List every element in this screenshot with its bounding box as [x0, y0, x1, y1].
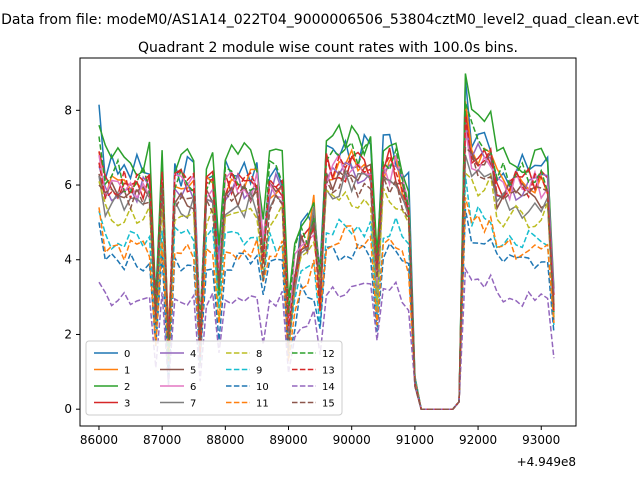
legend-box — [85, 340, 343, 416]
legend-label-7: 7 — [190, 399, 196, 410]
series-line-9 — [98, 175, 555, 410]
legend-label-12: 12 — [322, 349, 335, 360]
chart-title: Quadrant 2 module wise count rates with … — [138, 40, 518, 56]
x-tick-label: 88000 — [206, 433, 244, 447]
y-tick-label: 0 — [64, 402, 72, 416]
y-tick-label: 2 — [64, 327, 72, 341]
legend-label-13: 13 — [322, 366, 335, 377]
x-tick-label: 92000 — [459, 433, 497, 447]
y-tick-label: 6 — [64, 178, 72, 192]
series-layer — [98, 73, 555, 410]
legend-label-9: 9 — [256, 366, 262, 377]
legend-label-1: 1 — [124, 366, 130, 377]
axes-frame — [79, 57, 577, 427]
legend-label-15: 15 — [322, 399, 335, 410]
series-line-3 — [98, 110, 555, 410]
legend-label-14: 14 — [322, 382, 335, 393]
legend-label-3: 3 — [124, 399, 130, 410]
x-tick-label: 86000 — [80, 433, 118, 447]
series-line-14 — [98, 266, 555, 410]
x-offset-label: +4.949e8 — [517, 455, 576, 469]
x-tick-label: 87000 — [143, 433, 181, 447]
series-line-6 — [98, 129, 555, 410]
series-line-13 — [98, 119, 555, 410]
series-line-15 — [98, 145, 555, 410]
legend-label-6: 6 — [190, 382, 196, 393]
x-tick-label: 90000 — [333, 433, 371, 447]
x-tick-label: 89000 — [269, 433, 307, 447]
y-tick-label: 8 — [64, 103, 72, 117]
legend-label-8: 8 — [256, 349, 262, 360]
legend-label-4: 4 — [190, 349, 196, 360]
legend-label-5: 5 — [190, 366, 196, 377]
axes: 86000 87000 88000 89000 90000 91000 92000 93000… — [64, 57, 577, 447]
x-tick-label: 93000 — [522, 433, 560, 447]
legend-label-0: 0 — [124, 349, 130, 360]
figure-suptitle: Data from file: modeM0/AS1A14_022T04_900… — [1, 12, 639, 28]
legend-label-10: 10 — [256, 382, 269, 393]
legend-label-11: 11 — [256, 399, 269, 410]
legend-label-2: 2 — [124, 382, 130, 393]
y-tick-label: 4 — [64, 253, 72, 267]
x-tick-label: 91000 — [396, 433, 434, 447]
